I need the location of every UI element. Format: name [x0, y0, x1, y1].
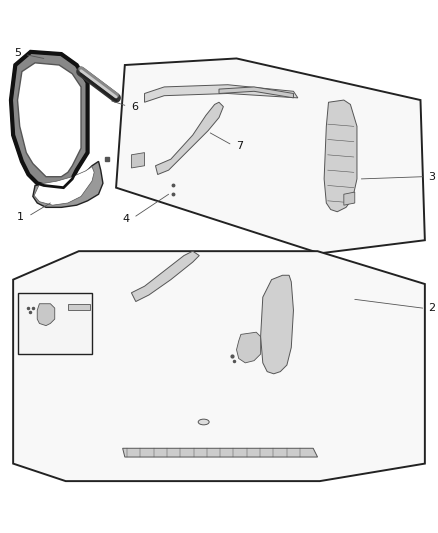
Polygon shape: [68, 304, 90, 310]
Text: 4: 4: [122, 214, 129, 224]
Polygon shape: [34, 167, 94, 205]
Polygon shape: [13, 251, 425, 481]
Polygon shape: [261, 275, 293, 374]
Ellipse shape: [198, 419, 209, 425]
Polygon shape: [344, 192, 355, 205]
Polygon shape: [33, 161, 103, 207]
Polygon shape: [237, 332, 261, 363]
Polygon shape: [11, 52, 88, 188]
Text: 1: 1: [17, 212, 24, 222]
Polygon shape: [123, 448, 318, 457]
Polygon shape: [145, 85, 298, 102]
Polygon shape: [18, 293, 92, 354]
Polygon shape: [324, 100, 357, 212]
Polygon shape: [18, 63, 81, 177]
Text: 6: 6: [131, 102, 138, 111]
Text: 3: 3: [428, 172, 435, 182]
Polygon shape: [155, 102, 223, 174]
Polygon shape: [37, 304, 55, 326]
Text: 7: 7: [237, 141, 244, 151]
Polygon shape: [131, 251, 199, 302]
Polygon shape: [131, 152, 145, 168]
Polygon shape: [219, 87, 293, 98]
Text: 5: 5: [14, 48, 21, 58]
Text: 2: 2: [428, 303, 435, 313]
Polygon shape: [116, 59, 425, 253]
